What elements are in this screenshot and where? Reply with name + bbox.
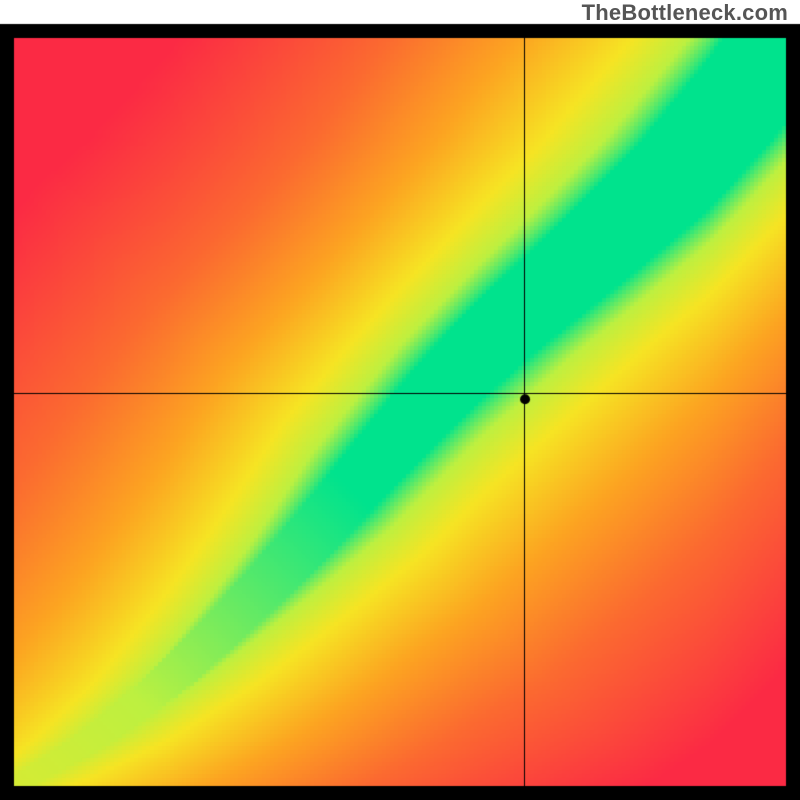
chart-container: TheBottleneck.com xyxy=(0,0,800,800)
heatmap-canvas xyxy=(0,0,800,800)
watermark-text: TheBottleneck.com xyxy=(582,0,788,26)
